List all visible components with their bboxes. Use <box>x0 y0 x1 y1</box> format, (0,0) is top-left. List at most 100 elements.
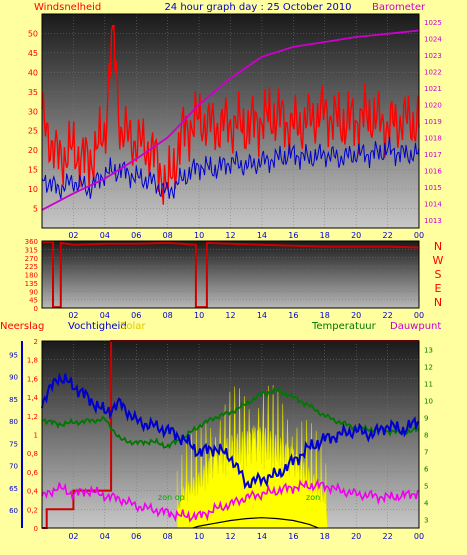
panel1-frame <box>41 13 420 229</box>
panel1-right-tick: 1013 <box>424 217 442 225</box>
panel2-x-tick: 22 <box>382 311 392 320</box>
rain-tick: 0,4 <box>27 488 39 496</box>
panel2-x-tick: 02 <box>68 311 78 320</box>
panel1-right-tick: 1023 <box>424 52 442 60</box>
compass-label: W <box>433 254 444 267</box>
temperature-axis-title: Temperatuur <box>311 321 377 332</box>
panel2-left-tick: 135 <box>25 280 38 288</box>
sunrise-label: zon op <box>158 493 185 502</box>
temperature-tick: 7 <box>424 449 428 457</box>
rain-tick: 2 <box>34 338 38 346</box>
humidity-tick: 85 <box>9 396 18 404</box>
sunset-label: zon <box>306 493 320 502</box>
humidity-axis-title: Vochtigheid <box>68 321 127 332</box>
panel3-x-tick: 12 <box>225 532 235 541</box>
rain-tick: 0 <box>34 525 38 533</box>
panel1-x-tick: 12 <box>225 231 235 240</box>
humidity-tick: 70 <box>9 463 18 471</box>
panel2-x-tick: 00 <box>414 311 424 320</box>
temperature-tick: 13 <box>424 347 433 355</box>
panel3-x-tick: 22 <box>382 532 392 541</box>
solar-axis-title: Solar <box>120 321 146 332</box>
panel3-x-tick: 20 <box>351 532 361 541</box>
panel1-left-tick: 15 <box>28 166 38 175</box>
compass-label: S <box>435 268 442 281</box>
panel1-left-tick: 20 <box>28 146 38 155</box>
series-wind-direction <box>42 240 420 309</box>
rain-tick: 1,6 <box>27 375 39 383</box>
panel3-x-tick: 16 <box>288 532 298 541</box>
panel1-x-tick: 04 <box>100 231 110 240</box>
panel3-x-tick: 00 <box>414 532 424 541</box>
panel2-x-tick: 10 <box>194 311 204 320</box>
left-axis-title: Windsnelheid <box>34 2 101 13</box>
temperature-tick: 11 <box>424 381 433 389</box>
panel1-right-tick: 1024 <box>424 36 442 44</box>
rain-tick: 1,8 <box>27 357 38 365</box>
panel1-left-tick: 25 <box>28 127 38 136</box>
humidity-tick: 60 <box>9 507 18 515</box>
rain-tick: 0,6 <box>27 469 39 477</box>
panel1-right-tick: 1014 <box>424 200 442 208</box>
panel1-x-tick: 20 <box>351 231 361 240</box>
panel1-left-tick: 35 <box>28 88 38 97</box>
series-solar-radiation <box>176 384 329 529</box>
humidity-tick: 95 <box>9 351 18 359</box>
panel1-x-tick: 14 <box>257 231 267 240</box>
panel3-x-tick: 08 <box>163 532 173 541</box>
panel1-left-tick: 40 <box>28 68 38 77</box>
panel1-left-tick: 10 <box>28 185 38 194</box>
rain-tick: 0,8 <box>27 450 38 458</box>
panel2-left-tick: 45 <box>29 297 38 305</box>
compass-label: N <box>434 240 442 253</box>
series-humidity <box>41 372 420 490</box>
rain-tick: 1,2 <box>27 413 38 421</box>
panel2-left-tick: 0 <box>34 305 38 313</box>
temperature-tick: 8 <box>424 432 428 440</box>
panel1-left-tick: 50 <box>28 29 38 38</box>
panel2-left-tick: 360 <box>25 238 38 246</box>
panel2-frame <box>41 240 420 309</box>
compass-label: E <box>435 282 442 295</box>
series-wind-gust <box>41 25 420 205</box>
panel2-left-tick: 225 <box>25 263 38 271</box>
panel1-x-tick: 16 <box>288 231 298 240</box>
panel2-x-tick: 14 <box>257 311 267 320</box>
humidity-tick: 80 <box>9 418 18 426</box>
right-axis-title: Barometer <box>372 2 426 13</box>
temperature-tick: 3 <box>424 517 428 525</box>
compass-label: N <box>434 296 442 309</box>
panel1-x-tick: 00 <box>414 231 424 240</box>
panel3-x-tick: 02 <box>68 532 78 541</box>
temperature-tick: 9 <box>424 415 428 423</box>
panel1-left-tick: 45 <box>28 49 38 58</box>
panel2-left-tick: 270 <box>25 255 38 263</box>
panel1-x-tick: 22 <box>382 231 392 240</box>
series-rain <box>42 340 419 529</box>
temperature-tick: 5 <box>424 483 428 491</box>
rain-tick: 1,4 <box>27 394 39 402</box>
panel2-left-tick: 90 <box>29 288 38 296</box>
panel2-left-tick: 315 <box>25 246 38 254</box>
panel2-background <box>42 241 419 308</box>
panel1-right-tick: 1022 <box>424 69 442 77</box>
panel3-frame <box>41 340 420 529</box>
series-barometer <box>41 29 420 211</box>
temperature-tick: 4 <box>424 500 429 508</box>
panel1-right-tick: 1025 <box>424 19 442 27</box>
humidity-tick: 65 <box>9 485 18 493</box>
series-sunshine <box>192 517 319 529</box>
panel1-x-tick: 08 <box>163 231 173 240</box>
panel1-left-tick: 5 <box>33 205 38 214</box>
panel2-x-tick: 20 <box>351 311 361 320</box>
series-dewpoint <box>41 478 420 523</box>
rain-tick: 0,2 <box>27 506 38 514</box>
panel1-x-tick: 02 <box>68 231 78 240</box>
panel2-x-tick: 12 <box>225 311 235 320</box>
temperature-tick: 10 <box>424 398 433 406</box>
panel1-left-tick: 30 <box>28 107 38 116</box>
series-wind-average <box>41 136 420 200</box>
panel3-x-tick: 10 <box>194 532 204 541</box>
